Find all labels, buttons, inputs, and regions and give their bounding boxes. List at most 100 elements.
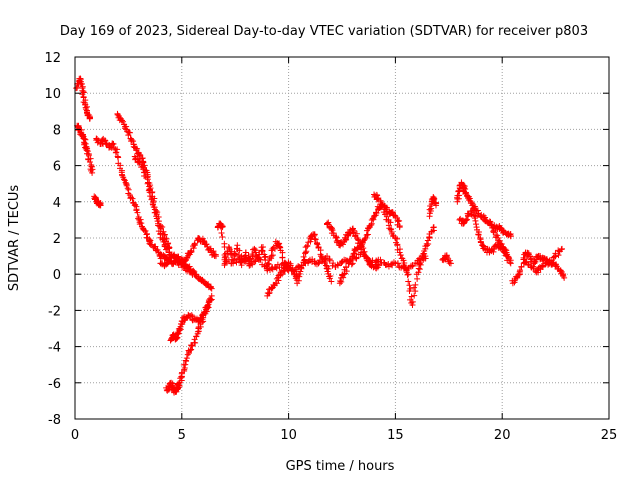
data-point [243, 257, 250, 264]
data-point [471, 215, 478, 222]
data-point [139, 163, 146, 170]
data-point [182, 361, 189, 368]
data-point [329, 262, 336, 269]
data-point [134, 209, 141, 216]
data-point [78, 81, 85, 88]
data-point [273, 265, 280, 272]
data-point [396, 224, 403, 231]
data-point [156, 223, 163, 230]
data-point [187, 347, 194, 354]
data-point [364, 254, 371, 261]
data-point [162, 246, 169, 253]
data-point [128, 194, 135, 201]
data-point [318, 253, 325, 260]
data-point [321, 258, 328, 265]
data-point [236, 247, 243, 254]
data-point [528, 255, 535, 262]
data-point [142, 227, 149, 234]
data-point [416, 266, 423, 273]
data-point [470, 209, 477, 216]
data-point [159, 223, 166, 230]
data-point [77, 80, 84, 87]
data-point [279, 254, 286, 261]
data-point [154, 218, 161, 225]
data-point [507, 259, 514, 266]
data-point [426, 206, 433, 213]
data-point [125, 132, 132, 139]
data-point [361, 248, 368, 255]
data-point [225, 256, 232, 263]
data-point [111, 145, 118, 152]
data-point [394, 260, 401, 267]
x-tick-label: 20 [494, 428, 511, 443]
data-point [277, 244, 284, 251]
data-point [252, 249, 259, 256]
data-point [355, 237, 362, 244]
y-tick-label: 8 [53, 123, 61, 138]
data-point [432, 202, 439, 209]
data-point [102, 137, 109, 144]
data-point [329, 227, 336, 234]
data-point [303, 248, 310, 255]
y-tick-label: -6 [48, 377, 61, 392]
data-point [203, 308, 210, 315]
chart-title: Day 169 of 2023, Sidereal Day-to-day VTE… [60, 24, 588, 39]
data-point [112, 149, 119, 156]
data-point [304, 242, 311, 249]
data-point [135, 215, 142, 222]
data-point [311, 235, 318, 242]
y-axis-label: SDTVAR / TECUs [7, 185, 22, 292]
data-point [472, 217, 479, 224]
data-point [397, 251, 404, 258]
data-point [242, 249, 249, 256]
data-point [558, 246, 565, 253]
data-point [428, 205, 435, 212]
data-point [219, 224, 226, 231]
data-point [188, 342, 195, 349]
data-point [362, 235, 369, 241]
data-point [269, 252, 276, 259]
data-point [155, 222, 162, 229]
data-point [462, 217, 469, 224]
data-point [523, 258, 530, 265]
x-axis-label: GPS time / hours [286, 459, 395, 474]
data-point [463, 216, 470, 223]
data-point [181, 258, 188, 265]
data-point [118, 117, 125, 124]
data-point [328, 278, 335, 285]
data-point [268, 253, 275, 260]
data-point [207, 297, 214, 304]
data-point [343, 268, 350, 275]
data-point [507, 260, 514, 267]
data-point [188, 247, 195, 254]
data-point [165, 240, 172, 247]
data-point [289, 267, 296, 274]
data-point [324, 253, 331, 260]
data-point [416, 261, 423, 268]
data-point [73, 85, 80, 92]
data-point [268, 265, 275, 272]
data-point [287, 262, 294, 269]
data-point [313, 240, 320, 247]
data-point [300, 253, 307, 260]
data-point [337, 277, 344, 284]
data-point [269, 285, 276, 292]
data-point [82, 106, 89, 113]
data-point [302, 249, 309, 256]
data-point [150, 201, 157, 208]
x-tick-label: 15 [387, 428, 404, 443]
data-point [375, 262, 382, 269]
data-point [405, 271, 412, 278]
data-point [301, 256, 308, 263]
data-point [231, 250, 238, 257]
data-point [203, 241, 210, 248]
x-tick-label: 10 [280, 428, 297, 443]
data-point [297, 268, 304, 275]
data-point [326, 275, 333, 282]
data-points [73, 75, 568, 396]
data-point [430, 195, 437, 202]
data-point [259, 247, 266, 254]
data-point [137, 151, 144, 158]
data-point [295, 272, 302, 279]
